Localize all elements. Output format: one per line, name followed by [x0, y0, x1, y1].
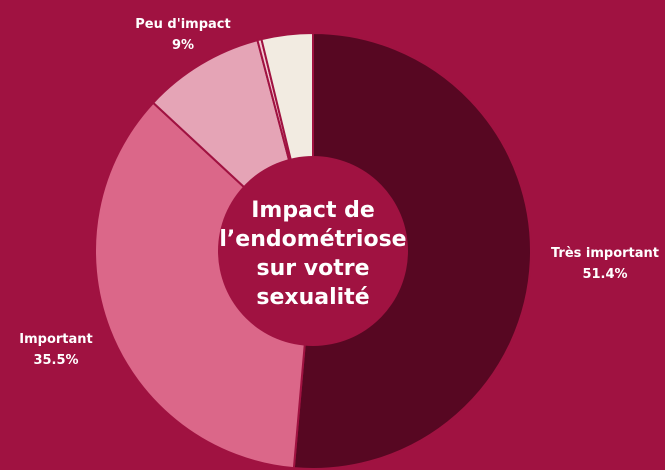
slice-label-name: Peu d'impact: [135, 17, 231, 32]
slice-label-name: Important: [19, 332, 93, 347]
slice-label-value: 51.4%: [582, 267, 628, 282]
donut-hole: [218, 156, 408, 346]
chart-title: Impact de l’endométriose sur votre sexua…: [213, 196, 413, 312]
chart-title-line-4: sexualité: [256, 285, 370, 310]
slice-1: [94, 101, 314, 470]
slice-label-name: Très important: [550, 246, 660, 261]
slice-label-important: Important 35.5%: [8, 329, 104, 371]
slice-label-value: 9%: [171, 38, 195, 53]
slice-label-value: 35.5%: [33, 353, 79, 368]
chart-title-line-3: sur votre: [256, 256, 370, 281]
chart-title-line-2: l’endométriose: [219, 227, 407, 252]
slice-label-tres-important: Très important 51.4%: [540, 243, 665, 285]
slice-0: [292, 32, 532, 470]
slice-label-peu-impact: Peu d'impact 9%: [118, 14, 248, 56]
chart-title-line-1: Impact de: [251, 198, 375, 223]
